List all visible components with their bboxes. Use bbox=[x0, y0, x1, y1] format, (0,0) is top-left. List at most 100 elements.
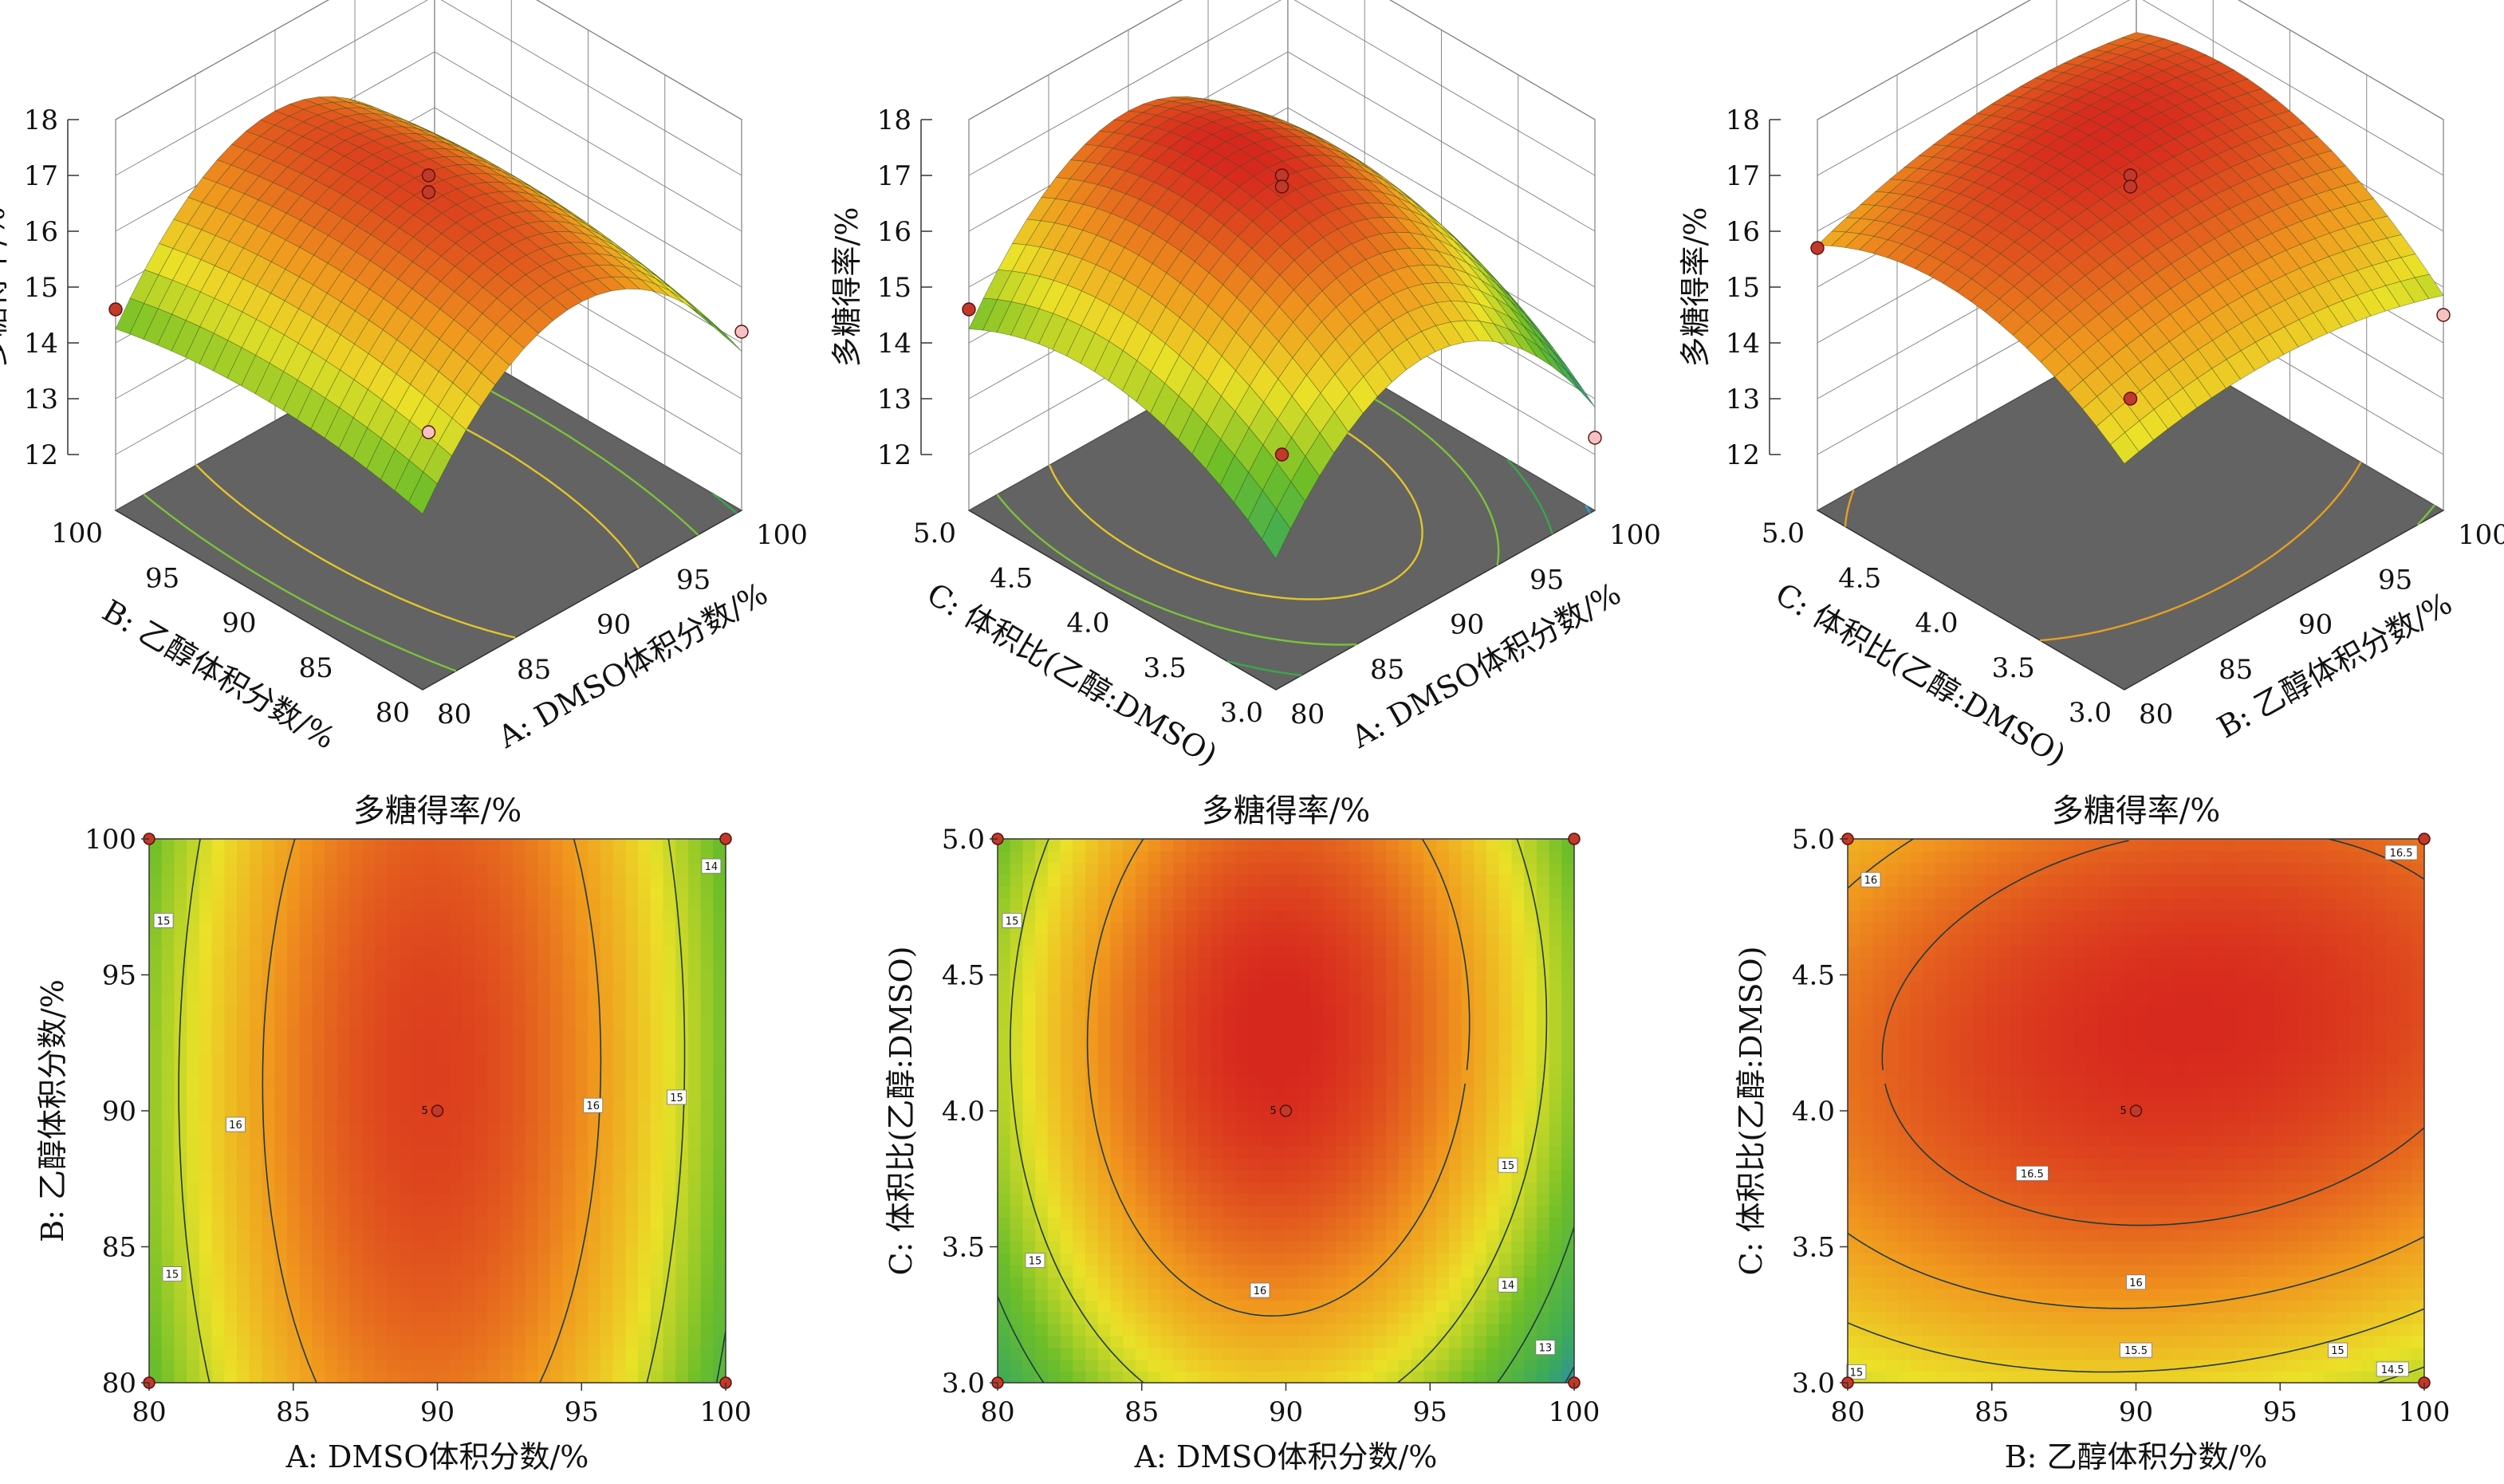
surface-plot-3: 12 13 14 15 16 17 18 多糖得率/% 80 85 90 95 100 3.0 3.5 4.0… bbox=[1678, 0, 2504, 773]
z-tick-label: 17 bbox=[24, 160, 58, 192]
y-tick-label: 100 bbox=[51, 518, 103, 549]
y-tick-label: 4.5 bbox=[1838, 562, 1881, 594]
y-tick-label: 3.0 bbox=[942, 1368, 985, 1399]
contour-level-label: 14 bbox=[701, 858, 722, 874]
floor-contour bbox=[711, 492, 738, 514]
contour-line-13 bbox=[1565, 1366, 1574, 1383]
x-tick-label: 80 bbox=[1830, 1396, 1864, 1428]
design-point bbox=[962, 302, 976, 317]
y-tick-label: 85 bbox=[102, 1232, 136, 1264]
design-point bbox=[421, 425, 436, 439]
z-tick-label: 14 bbox=[1726, 328, 1760, 360]
x-tick-label: 85 bbox=[1974, 1396, 2009, 1428]
y-tick-label: 3.5 bbox=[942, 1232, 985, 1264]
y-tick-label: 3.0 bbox=[1220, 697, 1263, 729]
contour-level-value: 15.5 bbox=[2124, 1345, 2148, 1357]
design-point bbox=[1810, 241, 1825, 255]
contour-level-value: 15 bbox=[1006, 915, 1019, 927]
floor-contour bbox=[195, 377, 640, 639]
z-tick-label: 17 bbox=[1726, 160, 1760, 192]
contour-level-value: 16 bbox=[586, 1100, 600, 1112]
y-tick-label: 90 bbox=[102, 1096, 136, 1128]
center-replicate-count: 5 bbox=[2120, 1105, 2127, 1117]
contour-level-value: 16 bbox=[229, 1120, 242, 1132]
contour-level-value: 14 bbox=[705, 861, 719, 873]
contour-level-value: 15 bbox=[1502, 1160, 1515, 1172]
x-axis-label: A: DMSO体积分数/% bbox=[1134, 1439, 1438, 1474]
contour-level-value: 14.5 bbox=[2381, 1364, 2404, 1376]
y-tick-label: 5.0 bbox=[1792, 824, 1835, 856]
design-point bbox=[421, 185, 436, 199]
x-tick-label: 85 bbox=[276, 1396, 310, 1428]
contour-line-15.5 bbox=[1848, 1308, 2424, 1373]
y-tick-label: 4.0 bbox=[1915, 608, 1958, 640]
contour-level-label: 15 bbox=[1025, 1253, 1045, 1268]
x-tick-label: 100 bbox=[700, 1396, 752, 1428]
x-tick-label: 95 bbox=[565, 1396, 599, 1428]
contour-level-value: 15 bbox=[1850, 1367, 1864, 1379]
contour-level-label: 13 bbox=[1535, 1340, 1556, 1356]
y-tick-label: 3.5 bbox=[1792, 1232, 1835, 1264]
z-axis-label: 多糖得率/% bbox=[0, 207, 11, 368]
x-tick-label: 80 bbox=[437, 699, 471, 730]
z-tick-label: 15 bbox=[24, 272, 58, 304]
y-tick-label: 100 bbox=[85, 824, 136, 856]
x-tick-label: 90 bbox=[2298, 609, 2333, 641]
y-tick-label: 80 bbox=[102, 1368, 136, 1399]
contour-plot-3: 16 16.5 16.5 16 15.5 15 14.5 15 5 80 85 90 95 100 3.0 3… bbox=[1734, 793, 2450, 1474]
z-tick-label: 12 bbox=[24, 439, 58, 471]
x-tick-label: 85 bbox=[1370, 654, 1404, 686]
y-axis-label: C: 体积比(乙醇:DMSO) bbox=[1734, 947, 1769, 1276]
design-point bbox=[431, 1104, 444, 1117]
contour-fill bbox=[1848, 839, 2424, 1383]
contour-line-15 bbox=[1010, 839, 1548, 1383]
x-tick-label: 90 bbox=[1269, 1396, 1303, 1428]
contour-level-label: 16 bbox=[1860, 872, 1881, 888]
z-axis-label: 多糖得率/% bbox=[829, 207, 864, 368]
contour-level-label: 16.5 bbox=[2384, 844, 2418, 860]
contour-level-label: 15.5 bbox=[2120, 1342, 2152, 1358]
contour-title: 多糖得率/% bbox=[353, 793, 522, 829]
contour-level-label: 15 bbox=[153, 912, 174, 928]
contour-level-label: 15 bbox=[1002, 912, 1022, 928]
y-tick-label: 5.0 bbox=[942, 824, 985, 856]
z-tick-label: 13 bbox=[24, 384, 58, 415]
z-tick-label: 17 bbox=[877, 160, 911, 192]
contour-fill bbox=[149, 839, 726, 1383]
x-tick-label: 100 bbox=[1609, 519, 1661, 551]
contour-line-16.5 bbox=[1881, 839, 2424, 1226]
center-replicate-count: 5 bbox=[1270, 1105, 1277, 1117]
contour-level-value: 14 bbox=[1502, 1280, 1515, 1292]
x-tick-label: 80 bbox=[132, 1396, 166, 1428]
floor-contour bbox=[1844, 461, 2362, 642]
x-tick-label: 100 bbox=[1549, 1396, 1600, 1428]
contour-line-16 bbox=[1086, 839, 1471, 1317]
contour-level-value: 15 bbox=[157, 915, 171, 927]
contour-level-label: 16.5 bbox=[2015, 1166, 2049, 1181]
design-point bbox=[2123, 179, 2138, 194]
y-tick-label: 4.0 bbox=[942, 1096, 985, 1128]
x-tick-label: 80 bbox=[980, 1396, 1014, 1428]
contour-level-value: 16 bbox=[1254, 1285, 1267, 1297]
y-tick-label: 80 bbox=[376, 697, 410, 729]
contour-level-value: 15 bbox=[1029, 1256, 1042, 1268]
z-tick-label: 16 bbox=[1726, 216, 1760, 248]
contour-plot-1: 14 15 15 15 16 16 5 80 85 90 95 100 80 85 90 95 100 多糖得率/… bbox=[35, 793, 751, 1474]
y-tick-label: 5.0 bbox=[1762, 518, 1805, 549]
z-tick-label: 12 bbox=[1726, 439, 1760, 471]
z-tick-label: 15 bbox=[1726, 272, 1760, 304]
x-tick-label: 80 bbox=[2139, 699, 2173, 730]
response-surface bbox=[968, 96, 1596, 560]
y-tick-label: 4.5 bbox=[1792, 960, 1835, 992]
z-tick-label: 14 bbox=[24, 328, 58, 360]
y-axis-label: C: 体积比(乙醇:DMSO) bbox=[884, 947, 919, 1276]
contour-level-value: 16 bbox=[1864, 875, 1878, 887]
y-tick-label: 3.5 bbox=[1144, 652, 1187, 684]
design-point bbox=[1274, 447, 1289, 462]
contour-level-value: 16.5 bbox=[2021, 1168, 2044, 1180]
y-tick-label: 95 bbox=[145, 562, 179, 594]
x-tick-label: 90 bbox=[596, 609, 631, 641]
y-tick-label: 85 bbox=[298, 652, 333, 684]
x-tick-label: 95 bbox=[2263, 1396, 2297, 1428]
